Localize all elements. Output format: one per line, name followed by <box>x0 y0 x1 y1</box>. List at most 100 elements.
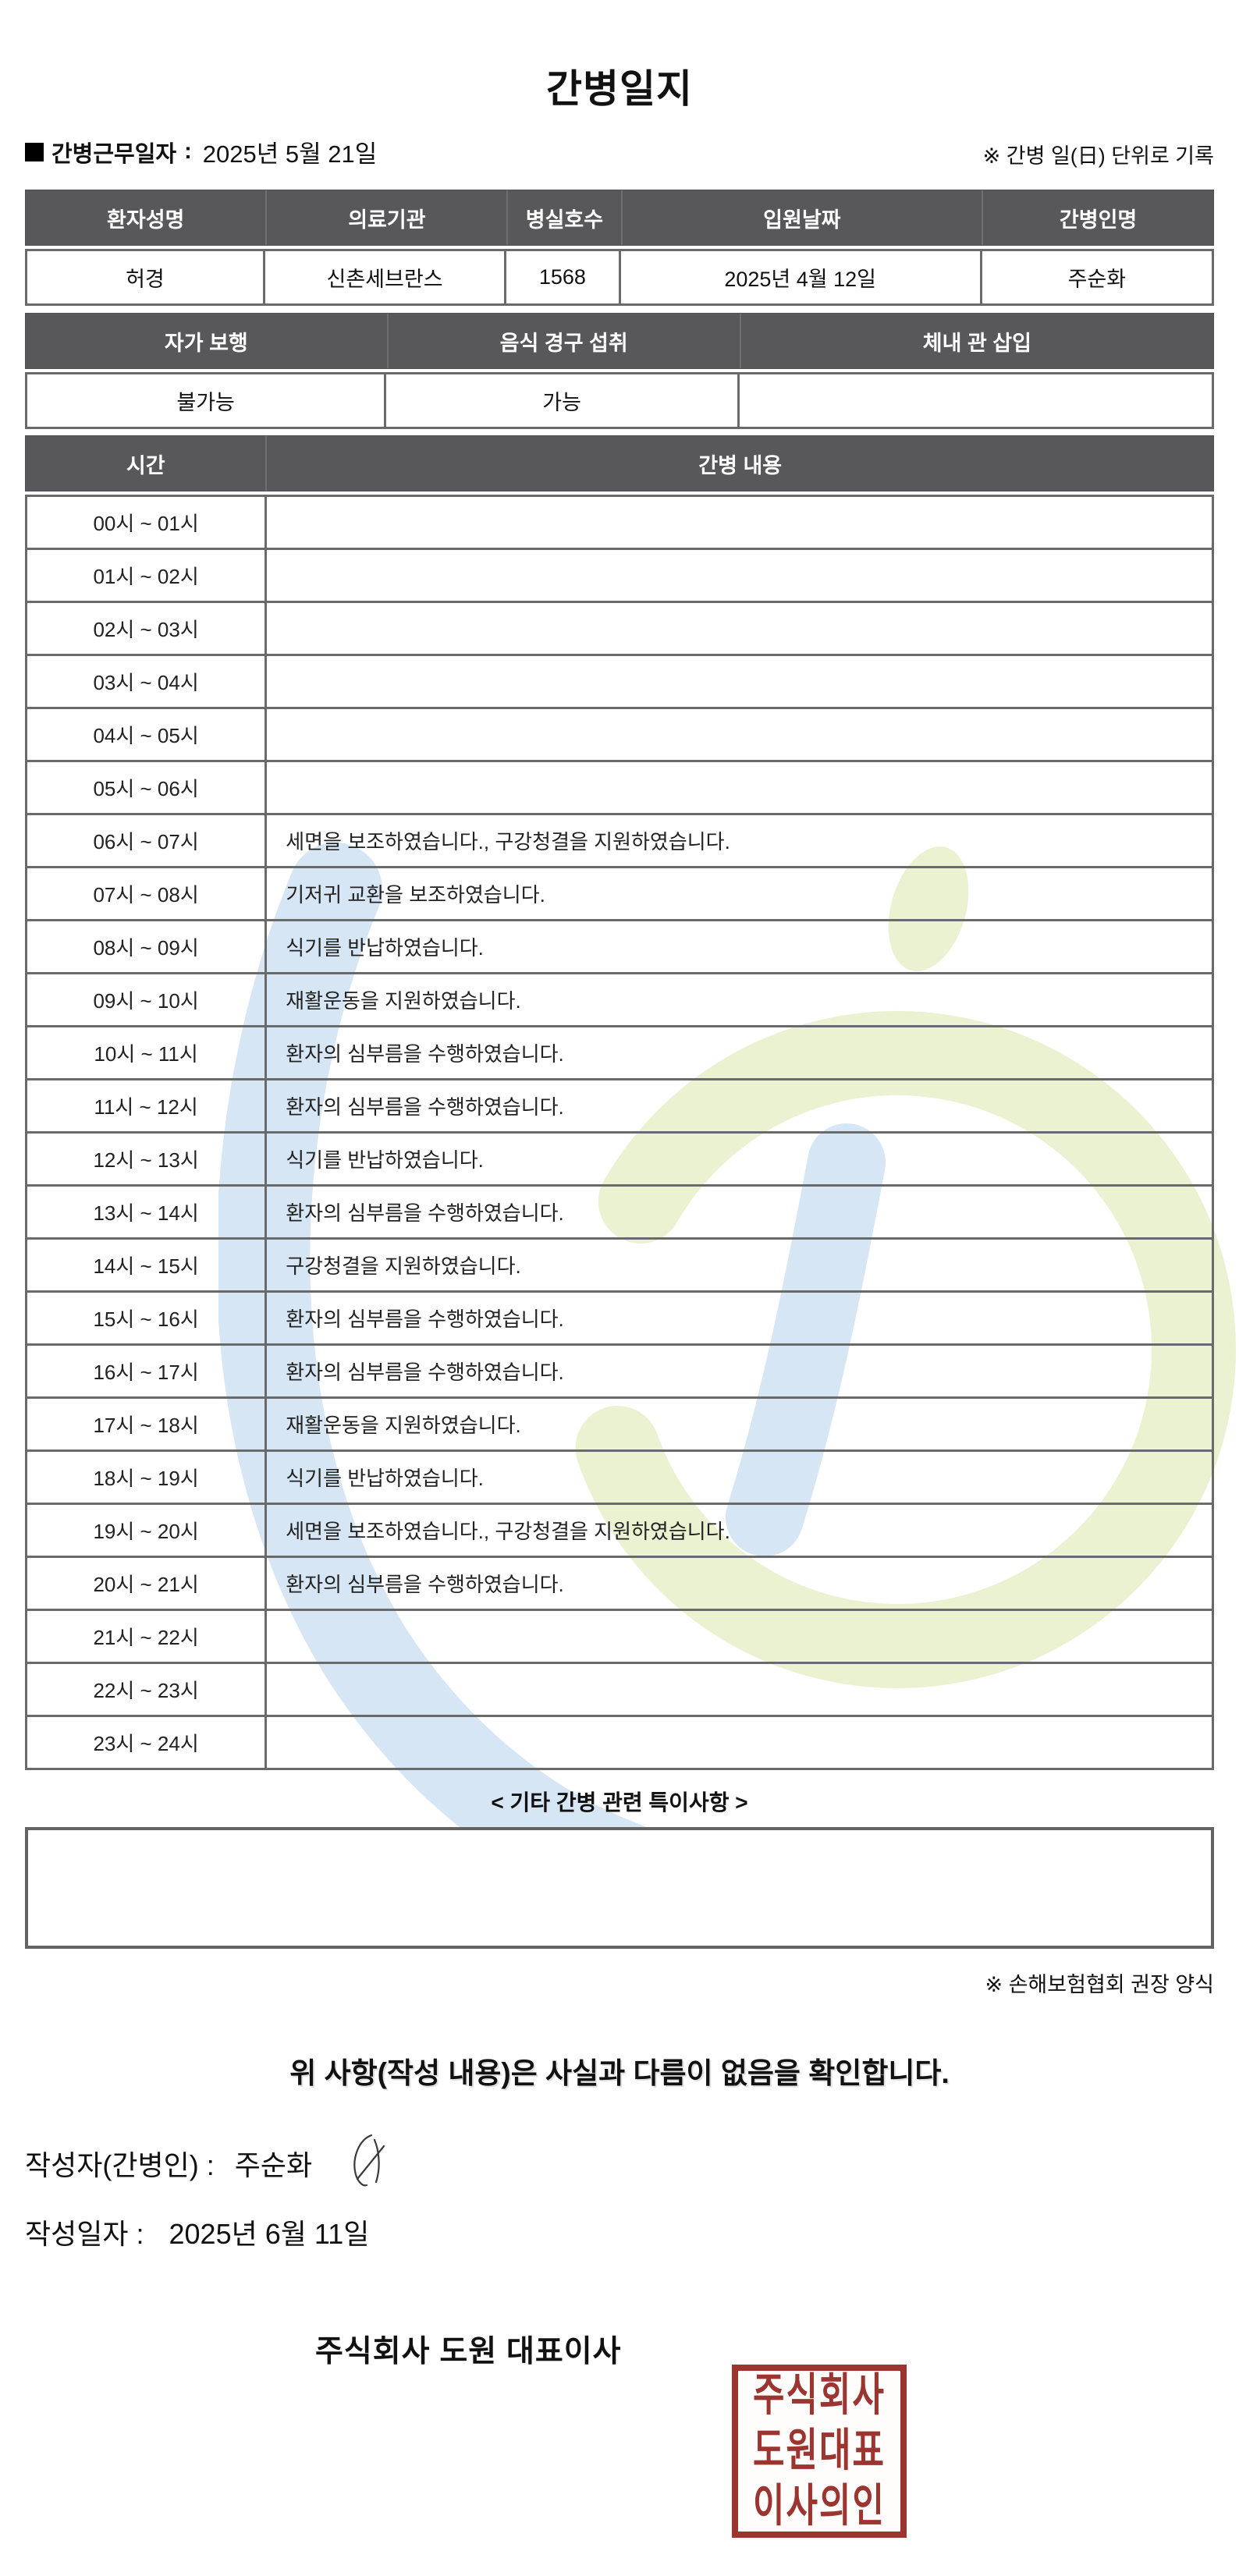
care-time-cell: 20시 ~ 21시 <box>24 1556 268 1611</box>
remarks-title: < 기타 간병 관련 특이사항 > <box>491 1790 748 1815</box>
care-table-row: 08시 ~ 09시 식기를 반납하였습니다. <box>24 919 1214 974</box>
care-time-cell: 00시 ~ 01시 <box>24 495 268 550</box>
care-time-cell: 14시 ~ 15시 <box>24 1237 268 1293</box>
care-content-cell <box>264 707 1214 762</box>
care-table-row: 23시 ~ 24시 <box>24 1715 1214 1770</box>
care-table-row: 22시 ~ 23시 <box>24 1662 1214 1717</box>
care-content-cell <box>264 495 1214 550</box>
care-table-row: 14시 ~ 15시 구강청결을 지원하였습니다. <box>24 1237 1214 1293</box>
patient-status-value-row: 불가능 가능 <box>25 372 1214 429</box>
care-time-cell: 21시 ~ 22시 <box>24 1609 268 1664</box>
write-date-label: 작성일자 : <box>25 2218 144 2250</box>
patient-info-table: 환자성명 의료기관 병실호수 입원날짜 간병인명 허경 신촌세브란스 1568 … <box>25 190 1214 306</box>
handwritten-signature <box>353 2134 385 2187</box>
patient-info-header-row: 환자성명 의료기관 병실호수 입원날짜 간병인명 <box>25 190 1214 246</box>
care-log-rows: 00시 ~ 01시 01시 ~ 02시 02시 ~ 03시 03시 ~ 04시 … <box>24 495 1214 1770</box>
care-table-row: 17시 ~ 18시 재활운동을 지원하였습니다. <box>24 1396 1214 1452</box>
care-time-cell: 04시 ~ 05시 <box>24 707 268 762</box>
value-caregiver-name: 주순화 <box>982 249 1214 306</box>
patient-info-value-row: 허경 신촌세브란스 1568 2025년 4월 12일 주순화 <box>25 249 1214 306</box>
care-time-cell: 03시 ~ 04시 <box>24 654 268 709</box>
care-content-cell: 구강청결을 지원하였습니다. <box>264 1237 1214 1293</box>
care-table-row: 15시 ~ 16시 환자의 심부름을 수행하였습니다. <box>24 1290 1214 1346</box>
care-time-cell: 19시 ~ 20시 <box>24 1503 268 1558</box>
write-date-value: 2025년 6월 11일 <box>169 2218 370 2250</box>
care-time-cell: 17시 ~ 18시 <box>24 1396 268 1452</box>
care-time-cell: 16시 ~ 17시 <box>24 1343 268 1399</box>
header-tube-insertion: 체내 관 삽입 <box>739 314 1213 368</box>
care-content-cell <box>264 1715 1214 1770</box>
stamp-line-2: 도원대표 <box>753 2425 886 2476</box>
header-room-number: 병실호수 <box>506 190 620 245</box>
care-content-cell: 환자의 심부름을 수행하였습니다. <box>264 1290 1214 1346</box>
care-time-cell: 22시 ~ 23시 <box>24 1662 268 1717</box>
confirmation-statement: 위 사항(작성 내용)은 사실과 다름이 없음을 확인합니다. <box>289 2057 950 2089</box>
header-care-content: 간병 내용 <box>265 436 1213 491</box>
care-content-cell <box>264 601 1214 656</box>
workdate-label: 간병근무일자 <box>51 141 177 167</box>
care-table-row: 01시 ~ 02시 <box>24 548 1214 603</box>
form-note: ※ 손해보험협회 권장 양식 <box>985 1973 1214 1996</box>
care-table-row: 04시 ~ 05시 <box>24 707 1214 762</box>
patient-status-header-row: 자가 보행 음식 경구 섭취 체내 관 삽입 <box>25 313 1214 369</box>
care-content-cell: 환자의 심부름을 수행하였습니다. <box>264 1078 1214 1134</box>
header-oral-intake: 음식 경구 섭취 <box>386 314 740 368</box>
care-time-cell: 13시 ~ 14시 <box>24 1184 268 1240</box>
black-square-bullet-icon <box>25 142 44 161</box>
care-content-cell <box>264 548 1214 603</box>
care-time-cell: 10시 ~ 11시 <box>24 1025 268 1080</box>
care-time-cell: 11시 ~ 12시 <box>24 1078 268 1134</box>
writer-row: 작성자(간병인) : 주순화 <box>25 2134 1214 2191</box>
care-time-cell: 18시 ~ 19시 <box>24 1449 268 1505</box>
care-content-cell: 세면을 보조하였습니다., 구강청결을 지원하였습니다. <box>264 813 1214 868</box>
value-admission-date: 2025년 4월 12일 <box>620 249 982 306</box>
care-log-header-row: 시간 간병 내용 <box>25 435 1214 491</box>
stamp-line-3: 이사의인 <box>753 2481 886 2532</box>
care-table-row: 20시 ~ 21시 환자의 심부름을 수행하였습니다. <box>24 1556 1214 1611</box>
care-content-cell: 재활운동을 지원하였습니다. <box>264 972 1214 1027</box>
care-content-cell <box>264 1609 1214 1664</box>
care-time-cell: 05시 ~ 06시 <box>24 760 268 815</box>
care-log-table: 시간 간병 내용 00시 ~ 01시 01시 ~ 02시 02시 ~ 03시 0… <box>24 435 1214 1770</box>
document-content: 간병일지 간병근무일자 : 2025년 5월 21일 ※ 간병 일(日) 단위로… <box>0 58 1239 2371</box>
workdate-row: 간병근무일자 : 2025년 5월 21일 ※ 간병 일(日) 단위로 기록 <box>25 134 1214 169</box>
care-time-cell: 15시 ~ 16시 <box>24 1290 268 1346</box>
workdate-value: 2025년 5월 21일 <box>202 140 378 168</box>
header-time: 시간 <box>126 453 165 477</box>
header-admission-date: 입원날짜 <box>620 190 982 245</box>
care-table-row: 03시 ~ 04시 <box>24 654 1214 709</box>
unit-note: ※ 간병 일(日) 단위로 기록 <box>982 144 1214 168</box>
care-time-cell: 06시 ~ 07시 <box>24 813 268 868</box>
header-medical-institution: 의료기관 <box>265 190 506 245</box>
care-table-row: 13시 ~ 14시 환자의 심부름을 수행하였습니다. <box>24 1184 1214 1240</box>
care-content-cell <box>264 1662 1214 1717</box>
care-content-cell: 환자의 심부름을 수행하였습니다. <box>264 1343 1214 1399</box>
corporate-seal-stamp: 주식회사 도원대표 이사의인 <box>732 2365 907 2538</box>
workdate-colon: : <box>184 139 192 164</box>
patient-status-table: 자가 보행 음식 경구 섭취 체내 관 삽입 불가능 가능 <box>25 313 1214 429</box>
writer-name: 주순화 <box>234 2149 313 2181</box>
value-oral-intake: 가능 <box>386 372 740 429</box>
care-time-cell: 07시 ~ 08시 <box>24 866 268 921</box>
care-time-cell: 12시 ~ 13시 <box>24 1131 268 1187</box>
header-patient-name: 환자성명 <box>107 208 185 232</box>
header-caregiver-name: 간병인명 <box>982 190 1213 245</box>
care-time-cell: 02시 ~ 03시 <box>24 601 268 656</box>
care-content-cell: 환자의 심부름을 수행하였습니다. <box>264 1025 1214 1080</box>
care-content-cell: 기저귀 교환을 보조하였습니다. <box>264 866 1214 921</box>
value-medical-institution: 신촌세브란스 <box>264 249 507 306</box>
care-table-row: 10시 ~ 11시 환자의 심부름을 수행하였습니다. <box>24 1025 1214 1080</box>
value-tube-insertion <box>739 372 1214 429</box>
workdate-field: 간병근무일자 : 2025년 5월 21일 <box>25 134 377 169</box>
value-room-number: 1568 <box>506 249 621 306</box>
care-content-cell: 재활운동을 지원하였습니다. <box>264 1396 1214 1452</box>
care-table-row: 05시 ~ 06시 <box>24 760 1214 815</box>
care-table-row: 07시 ~ 08시 기저귀 교환을 보조하였습니다. <box>24 866 1214 921</box>
care-table-row: 00시 ~ 01시 <box>24 495 1214 550</box>
care-table-row: 19시 ~ 20시 세면을 보조하였습니다., 구강청결을 지원하였습니다. <box>24 1503 1214 1558</box>
header-self-walking: 자가 보행 <box>164 331 248 355</box>
stamp-line-1: 주식회사 <box>753 2370 886 2421</box>
care-time-cell: 08시 ~ 09시 <box>24 919 268 974</box>
page-title: 간병일지 <box>546 67 693 111</box>
care-content-cell: 환자의 심부름을 수행하였습니다. <box>264 1184 1214 1240</box>
